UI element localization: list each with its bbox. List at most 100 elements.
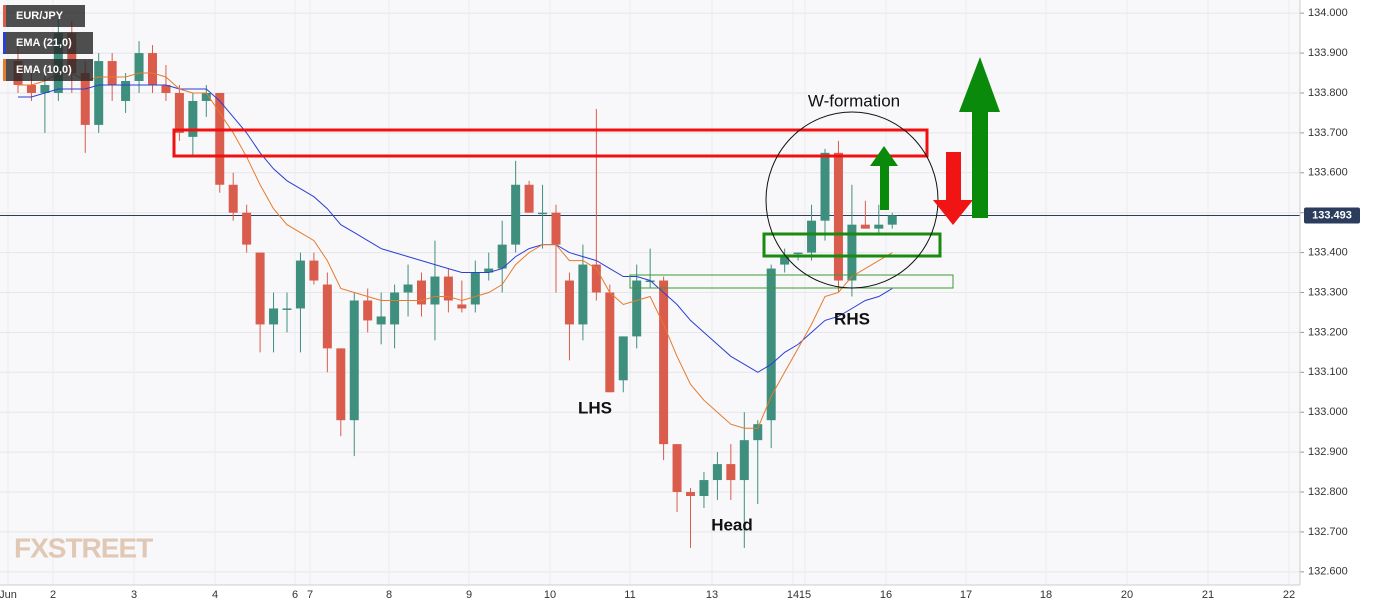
candle-body — [753, 424, 763, 441]
candle-body — [336, 348, 346, 421]
y-tick-label: 133.800 — [1308, 87, 1348, 99]
y-tick-label: 133.900 — [1308, 47, 1348, 59]
candle-body — [511, 184, 521, 245]
legend-box — [3, 5, 85, 27]
x-tick-label: 6 — [292, 589, 298, 601]
candle-body — [363, 300, 373, 321]
candle-body — [134, 53, 144, 82]
last-price-label: 133.493 — [1312, 209, 1352, 221]
candle-body — [417, 280, 426, 305]
arrow-up-large — [959, 57, 1000, 218]
y-tick-label: 133.100 — [1308, 366, 1348, 378]
x-tick-label: 4 — [212, 589, 218, 601]
candle-body — [591, 264, 601, 293]
legend-label: EMA (10,0) — [16, 64, 72, 76]
resistance-box — [172, 128, 929, 158]
x-tick-label: 9 — [466, 589, 472, 601]
candle-body — [148, 53, 157, 85]
candle-body — [403, 284, 413, 293]
candle-body — [349, 300, 359, 421]
candle-body — [309, 260, 319, 281]
candle-body — [686, 492, 695, 497]
candle-body — [766, 268, 776, 421]
x-tick-label: 18 — [1040, 589, 1052, 601]
neckline-box — [629, 274, 954, 289]
candle-body — [672, 444, 682, 493]
x-tick-label: 3 — [131, 589, 137, 601]
y-tick-label: 132.800 — [1308, 486, 1348, 498]
candle-body — [80, 73, 90, 125]
x-tick-label: 21 — [1202, 589, 1214, 601]
candle-body — [255, 252, 265, 325]
x-tick-label: 20 — [1121, 589, 1133, 601]
marks — [0, 13, 1300, 548]
candle-body — [793, 252, 803, 255]
legend-label: EMA (21,0) — [16, 37, 72, 49]
candle-body — [457, 304, 467, 309]
candle-body — [121, 81, 131, 101]
x-tick-label: 15 — [799, 589, 811, 601]
candle-body — [26, 84, 36, 93]
candle-body — [228, 184, 238, 213]
candle-body — [618, 336, 628, 381]
x-tick-label: 7 — [307, 589, 313, 601]
candle-body — [645, 280, 655, 283]
candle-body — [497, 244, 507, 269]
candle-body — [659, 280, 669, 445]
candle-body — [107, 61, 117, 85]
ema-line — [18, 72, 893, 429]
x-tick-label: 22 — [1283, 589, 1295, 601]
candle-body — [484, 268, 494, 273]
labels: 132.600 132.700 132.800 132.900 133.000 133.1… — [0, 5, 1360, 601]
x-tick-label: 2 — [50, 589, 56, 601]
legend-swatch — [3, 5, 6, 27]
candle-body — [820, 152, 830, 221]
arrow-up-small — [870, 146, 898, 210]
candle-body — [726, 464, 736, 481]
y-tick-label: 133.200 — [1308, 326, 1348, 338]
y-tick-label: 133.300 — [1308, 286, 1348, 298]
candle-body — [551, 212, 561, 245]
candle-body — [807, 220, 817, 253]
logo: FXSTREET — [14, 532, 153, 563]
candle-body — [40, 84, 50, 93]
arrow-down — [933, 152, 973, 225]
legend-swatch — [3, 32, 6, 54]
ema-line — [18, 84, 893, 373]
candle-body — [632, 280, 642, 337]
candle-body — [860, 224, 870, 229]
y-tick-label: 132.900 — [1308, 446, 1348, 458]
candle-body — [376, 316, 386, 325]
candle-body — [282, 308, 292, 310]
candle-body — [578, 264, 588, 325]
y-tick-label: 132.700 — [1308, 526, 1348, 538]
y-tick-label: 132.600 — [1308, 566, 1348, 578]
x-tick-label: 13 — [706, 589, 718, 601]
annotation: RHS — [834, 309, 870, 328]
candle-body — [538, 212, 548, 215]
x-tick-label: 14 — [787, 589, 799, 601]
candle-body — [322, 284, 332, 349]
x-tick-label: 16 — [880, 589, 892, 601]
x-tick-label: 17 — [960, 589, 972, 601]
candle-body — [94, 61, 104, 125]
last-price-box — [1304, 207, 1360, 224]
candle-body — [174, 92, 184, 133]
candle-body — [269, 308, 279, 325]
candle-body — [874, 224, 884, 229]
candle-body — [780, 256, 790, 265]
candle-body — [605, 292, 615, 393]
y-tick-label: 133.400 — [1308, 247, 1348, 259]
x-tick-label: 8 — [386, 589, 392, 601]
grid — [0, 0, 1304, 585]
candle-body — [887, 215, 897, 225]
support-box — [762, 232, 942, 258]
candle-body — [847, 224, 857, 281]
annotation: Head — [711, 515, 753, 534]
candle-body — [215, 92, 225, 185]
annotation: LHS — [578, 398, 612, 417]
candle-body — [295, 260, 305, 309]
x-tick-label: Jun — [0, 589, 17, 601]
legend-box — [3, 59, 93, 81]
candle-body — [390, 292, 400, 325]
